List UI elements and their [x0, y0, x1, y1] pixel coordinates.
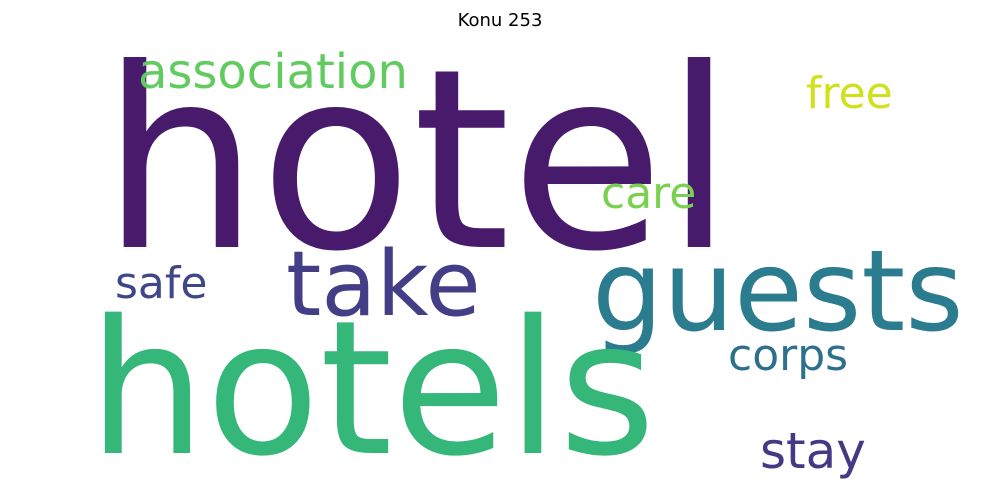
word-take: take: [286, 232, 481, 337]
word-hotel: hotel: [101, 15, 734, 306]
word-care: care: [601, 168, 697, 219]
word-free: free: [806, 68, 893, 119]
figure-title: Konu 253: [457, 10, 543, 31]
word-safe: safe: [115, 258, 208, 309]
word-corps: corps: [728, 330, 849, 381]
word-guests: guests: [592, 227, 964, 357]
word-association: association: [138, 44, 408, 100]
word-stay: stay: [760, 422, 866, 480]
word-hotels: hotels: [88, 280, 656, 497]
